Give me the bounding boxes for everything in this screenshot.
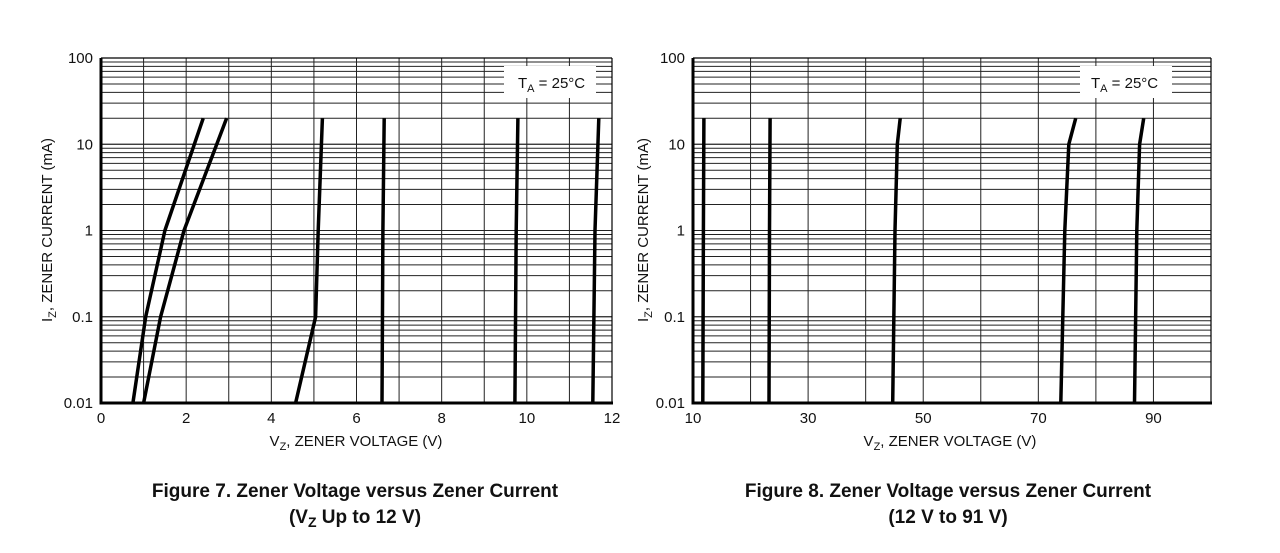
chart-figure-8: 10 30 50 70 90 0.01 0.1 1 10 100 TA = 25°C VZ, ZE… bbox=[635, 50, 1212, 528]
series-curve-5 bbox=[1132, 118, 1146, 404]
series-curve-5 bbox=[513, 118, 520, 404]
y-tick-label: 100 bbox=[660, 50, 685, 67]
chart-title: Figure 8. Zener Voltage versus Zener Cur… bbox=[745, 481, 1152, 502]
y-tick-label: 10 bbox=[76, 136, 93, 153]
x-tick-label: 70 bbox=[1030, 410, 1047, 427]
curves bbox=[701, 117, 1146, 404]
tick-labels: 0 2 4 6 8 10 12 0.01 0.1 1 10 100 bbox=[64, 50, 621, 427]
legend-box bbox=[504, 66, 596, 98]
chart-subtitle: (VZ Up to 12 V) bbox=[289, 507, 421, 530]
y-tick-label: 1 bbox=[85, 223, 93, 240]
y-tick-label: 10 bbox=[668, 136, 685, 153]
chart-figure-7: 0 2 4 6 8 10 12 0.01 0.1 1 10 100 TA = 25°C VZ, ZEN… bbox=[39, 50, 620, 530]
legend-text: TA = 25°C bbox=[1091, 75, 1158, 95]
x-tick-label: 2 bbox=[182, 410, 190, 427]
y-tick-label: 0.1 bbox=[664, 309, 685, 326]
series-curve-3 bbox=[890, 118, 902, 404]
x-axis-label: VZ, ZENER VOLTAGE (V) bbox=[270, 433, 443, 453]
x-tick-label: 0 bbox=[97, 410, 105, 427]
legend-text: TA = 25°C bbox=[518, 75, 585, 95]
y-tick-label: 0.01 bbox=[64, 395, 93, 412]
chart-title: Figure 7. Zener Voltage versus Zener Cur… bbox=[152, 481, 559, 502]
y-tick-label: 100 bbox=[68, 50, 93, 67]
y-axis-label: IZ, ZENER CURRENT (mA) bbox=[39, 138, 59, 322]
x-tick-label: 4 bbox=[267, 410, 275, 427]
tick-labels: 10 30 50 70 90 0.01 0.1 1 10 100 bbox=[656, 50, 1162, 427]
legend-box bbox=[1080, 66, 1172, 98]
series-curve-2 bbox=[767, 118, 772, 404]
x-tick-label: 10 bbox=[685, 410, 702, 427]
x-tick-label: 12 bbox=[604, 410, 621, 427]
series-curve-2 bbox=[141, 117, 229, 404]
y-axis-label: IZ, ZENER CURRENT (mA) bbox=[635, 138, 655, 322]
axes bbox=[99, 57, 613, 405]
x-tick-label: 50 bbox=[915, 410, 932, 427]
series-curve-1 bbox=[131, 117, 205, 404]
chart-subtitle: (12 V to 91 V) bbox=[888, 507, 1007, 528]
y-tick-label: 0.1 bbox=[72, 309, 93, 326]
x-tick-label: 6 bbox=[352, 410, 360, 427]
y-tick-label: 1 bbox=[677, 223, 685, 240]
x-axis-label: VZ, ZENER VOLTAGE (V) bbox=[864, 433, 1037, 453]
x-tick-label: 30 bbox=[800, 410, 817, 427]
x-tick-label: 10 bbox=[518, 410, 535, 427]
series-curve-6 bbox=[591, 118, 601, 404]
y-tick-label: 0.01 bbox=[656, 395, 685, 412]
x-tick-label: 90 bbox=[1145, 410, 1162, 427]
x-tick-label: 8 bbox=[437, 410, 445, 427]
series-curve-3 bbox=[293, 118, 325, 404]
series-curve-1 bbox=[701, 118, 706, 404]
series-curve-4 bbox=[380, 118, 386, 404]
grid bbox=[100, 57, 613, 404]
axes bbox=[691, 57, 1212, 405]
series-curve-4 bbox=[1059, 117, 1078, 404]
curves bbox=[131, 117, 601, 404]
